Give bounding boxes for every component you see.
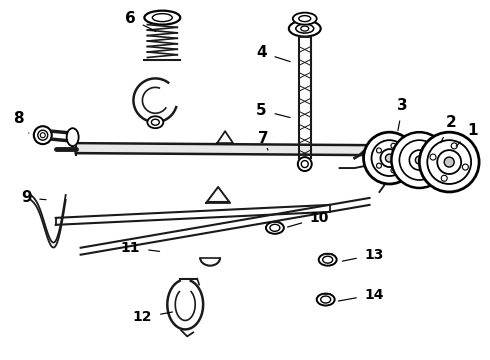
Text: 9: 9 (21, 190, 46, 206)
Ellipse shape (409, 150, 429, 170)
Ellipse shape (380, 149, 398, 167)
Ellipse shape (441, 175, 447, 181)
Ellipse shape (391, 168, 396, 173)
Ellipse shape (145, 11, 180, 24)
Text: 12: 12 (133, 310, 172, 324)
Text: 5: 5 (256, 103, 290, 118)
Text: 11: 11 (121, 241, 160, 255)
Text: 7: 7 (258, 131, 269, 150)
Ellipse shape (437, 150, 461, 174)
Ellipse shape (391, 143, 396, 148)
Ellipse shape (34, 126, 52, 144)
Ellipse shape (323, 256, 333, 263)
Ellipse shape (40, 133, 45, 138)
Ellipse shape (400, 156, 405, 161)
Text: 6: 6 (124, 11, 156, 31)
Ellipse shape (419, 132, 479, 192)
Polygon shape (75, 145, 367, 155)
Ellipse shape (376, 163, 381, 168)
Ellipse shape (296, 24, 314, 33)
Ellipse shape (301, 26, 309, 31)
Ellipse shape (399, 140, 439, 180)
Ellipse shape (430, 154, 436, 160)
Ellipse shape (463, 164, 468, 170)
Ellipse shape (318, 254, 337, 266)
Text: 4: 4 (256, 45, 290, 62)
Text: 14: 14 (339, 288, 384, 302)
Ellipse shape (289, 21, 321, 37)
Ellipse shape (38, 130, 48, 140)
Ellipse shape (266, 222, 284, 234)
Text: 13: 13 (343, 248, 384, 262)
Ellipse shape (392, 132, 447, 188)
Ellipse shape (427, 140, 471, 184)
Ellipse shape (444, 157, 454, 167)
Ellipse shape (298, 157, 312, 171)
Ellipse shape (317, 293, 335, 306)
Ellipse shape (293, 13, 317, 24)
Ellipse shape (270, 224, 280, 231)
Text: 1: 1 (456, 123, 478, 146)
Ellipse shape (376, 148, 381, 153)
Ellipse shape (371, 140, 407, 176)
Ellipse shape (321, 296, 331, 303)
Text: 3: 3 (397, 98, 408, 130)
Text: 2: 2 (441, 115, 457, 143)
Ellipse shape (152, 14, 172, 22)
Ellipse shape (67, 128, 78, 146)
Ellipse shape (301, 161, 308, 167)
Ellipse shape (299, 15, 311, 22)
Ellipse shape (147, 116, 163, 128)
Ellipse shape (416, 156, 423, 164)
Ellipse shape (151, 119, 159, 125)
Text: 10: 10 (288, 211, 329, 227)
Ellipse shape (451, 143, 457, 149)
Ellipse shape (364, 132, 416, 184)
Ellipse shape (386, 154, 393, 162)
Text: 8: 8 (13, 111, 29, 133)
